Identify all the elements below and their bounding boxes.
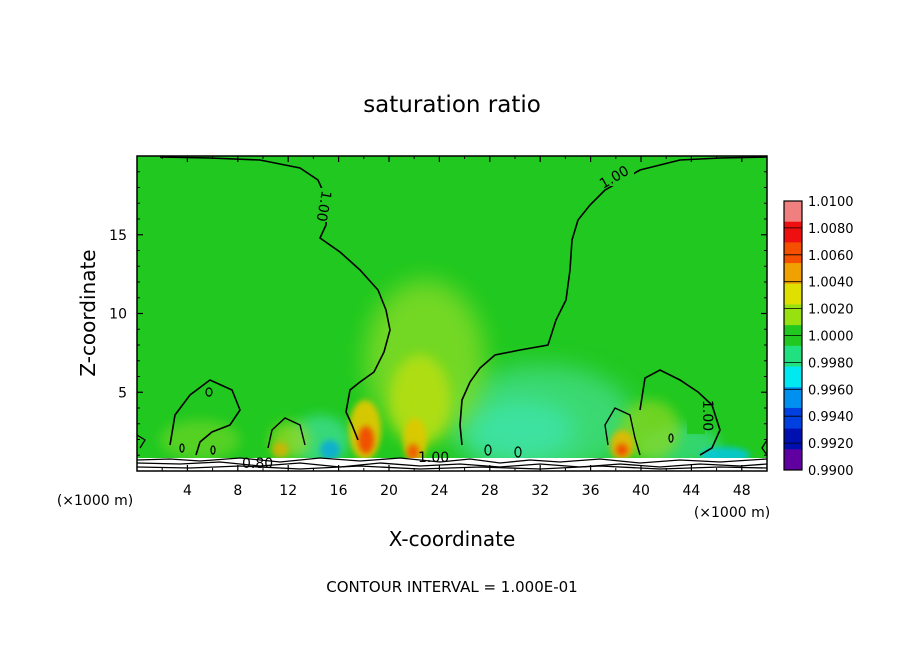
colorbar-label: 0.9940 [808,410,854,425]
contour-ground-1 [137,457,767,464]
colorbar-label: 1.0060 [808,249,854,264]
region-plume-core [390,355,450,445]
contour-1-00-cell-a [169,379,241,456]
x-axis-title: X-coordinate [389,527,516,551]
contour-edge-right [761,439,767,456]
x-tick-label: 24 [430,483,448,499]
colorbar-swatch [784,366,802,388]
x-axis: 4 8 12 16 20 24 28 32 36 40 44 48 [161,156,751,499]
y-tick-label: 5 [118,385,127,401]
y-tick-label: 15 [109,228,127,244]
y-tick-label: 10 [109,307,127,323]
contour-label-3: 1.00 [699,400,715,431]
contour-island-3 [210,445,216,455]
colorbar-swatch [784,221,802,243]
colorbar-swatch [784,407,802,430]
contour-label-5: 0.80 [242,456,273,472]
region-peak-a-core [358,426,374,454]
x-tick-label: 32 [531,483,549,499]
contour-ground-3 [137,465,767,470]
region-peak-c-core [616,444,628,456]
contour-1-00-cell-b [267,417,306,449]
colorbar-swatch [784,428,802,450]
y-axis-title: Z-coordinate [76,249,100,376]
contour-1-00-right [459,156,767,446]
colorbar-label: 0.9920 [808,437,854,452]
x-unit-right: (×1000 m) [694,505,770,521]
contour-island-6 [668,433,674,443]
colorbar-label: 1.0000 [808,330,854,345]
x-tick-label: 20 [380,483,398,499]
heatmap-field [137,156,767,471]
colorbar: 1.0100 1.0080 1.0060 1.0040 1.0020 1.0000 0.99… [783,195,854,479]
x-tick-label: 8 [233,483,242,499]
colorbar-label: 1.0100 [808,195,854,210]
y-axis: 5 10 15 [109,171,767,456]
region-subsaturated-core [465,400,575,460]
contour-1-00-cell-d [639,369,721,456]
colorbar-label: 0.9900 [808,464,854,479]
colorbar-label: 1.0040 [808,276,854,291]
colorbar-swatch [784,449,802,471]
x-tick-label: 28 [481,483,499,499]
contour-ground-2 [137,461,767,468]
colorbar-swatch [784,283,802,305]
colorbar-label: 0.9960 [808,383,854,398]
contour-island-1 [205,387,213,397]
region-peak-d [272,442,288,458]
colorbar-swatch [784,345,802,368]
x-tick-label: 40 [632,483,650,499]
region-supersaturated-right [620,400,680,460]
x-tick-label: 4 [183,483,192,499]
colorbar-swatch [784,263,802,285]
x-tick-label: 36 [582,483,600,499]
contour-1-00-cell-c [604,407,641,456]
contour-interval-note: CONTOUR INTERVAL = 1.000E-01 [326,578,577,596]
contour-label-4: 1.00 [418,450,449,466]
colorbar-swatch [784,201,802,223]
chart-title: saturation ratio [363,92,541,118]
x-tick-label: 48 [733,483,751,499]
colorbar-label: 1.0080 [808,222,854,237]
contour-label-1: 1.00 [313,189,334,222]
colorbar-swatch [784,304,802,326]
x-tick-label: 16 [330,483,348,499]
region-peak-b-core [407,444,419,460]
contour-island-5 [514,446,522,458]
contour-1-00-left [159,156,391,441]
region-low-ratio-left [320,440,340,460]
contour-edge-left [137,434,146,449]
x-tick-label: 44 [682,483,700,499]
x-unit-left: (×1000 m) [57,493,133,509]
contour-island-2 [179,443,185,453]
colorbar-label: 0.9980 [808,356,854,371]
colorbar-swatch [784,387,802,409]
x-tick-label: 12 [279,483,297,499]
contour-island-4 [484,444,492,456]
colorbar-swatch [784,242,802,264]
colorbar-label: 1.0020 [808,303,854,318]
